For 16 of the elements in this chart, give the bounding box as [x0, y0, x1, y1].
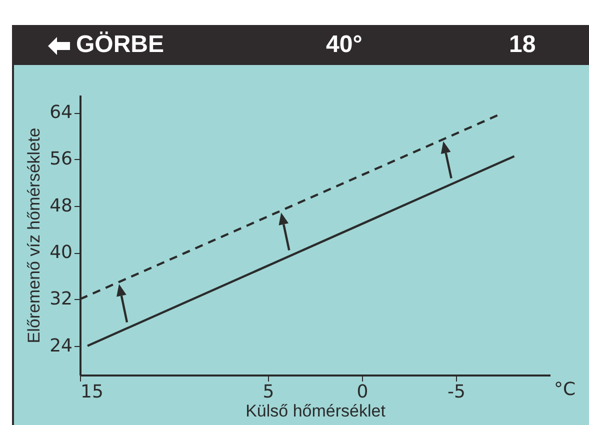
text: 40°: [326, 31, 362, 59]
y-tick-label: 32: [50, 288, 72, 310]
text: 18: [509, 31, 536, 59]
text: °C: [554, 379, 576, 400]
y-tick-label: 64: [50, 102, 72, 123]
y-tick-label: 24: [50, 335, 72, 356]
y-tick-label: 48: [50, 195, 72, 216]
x-axis-title: Külső hőmérséklet: [246, 402, 386, 420]
y-tick-label: 56: [50, 148, 72, 170]
x-tick-label: 15: [80, 382, 104, 402]
x-tick-label: -5: [448, 382, 466, 402]
chart-title: GÖRBE: [76, 31, 164, 59]
x-tick-label: 5: [262, 382, 274, 402]
y-axis-title: Előremenő víz hőmérséklete: [24, 128, 44, 344]
y-tick-label: 40: [50, 242, 72, 263]
x-tick-label: 0: [356, 382, 368, 402]
